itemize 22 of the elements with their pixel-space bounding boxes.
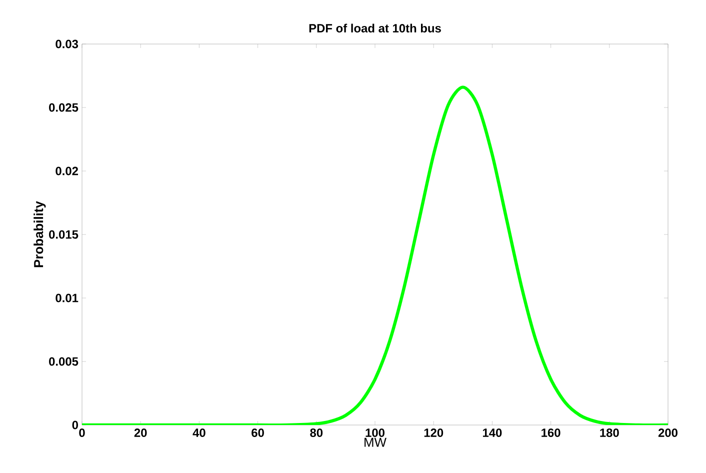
chart-title: PDF of load at 10th bus: [309, 24, 441, 32]
x-tick-label: 40: [192, 428, 206, 437]
line-series: [82, 86, 668, 425]
x-tick-label: 20: [134, 428, 147, 437]
x-tick-label: 100: [366, 428, 384, 437]
y-tick-label: 0.025: [49, 103, 78, 112]
x-tick-label: 140: [482, 428, 502, 437]
x-tick-label: 160: [542, 428, 560, 437]
y-tick-label: 0.005: [49, 357, 78, 366]
y-tick-label: 0: [72, 420, 78, 430]
x-tick-label: 180: [600, 428, 619, 437]
y-axis-title: Probability: [34, 201, 46, 268]
x-axis-title: MW: [364, 438, 386, 447]
x-tick-label: 200: [658, 428, 678, 437]
x-tick-label: 0: [79, 428, 85, 437]
y-tick-label: 0.02: [56, 166, 78, 176]
y-tick-label: 0.015: [49, 230, 78, 239]
y-tick-label: 0.03: [56, 40, 78, 48]
x-tick-label: 80: [310, 428, 323, 437]
x-tick-label: 60: [252, 428, 264, 437]
y-tick-label: 0.01: [56, 294, 78, 302]
x-tick-label: 120: [424, 428, 444, 437]
